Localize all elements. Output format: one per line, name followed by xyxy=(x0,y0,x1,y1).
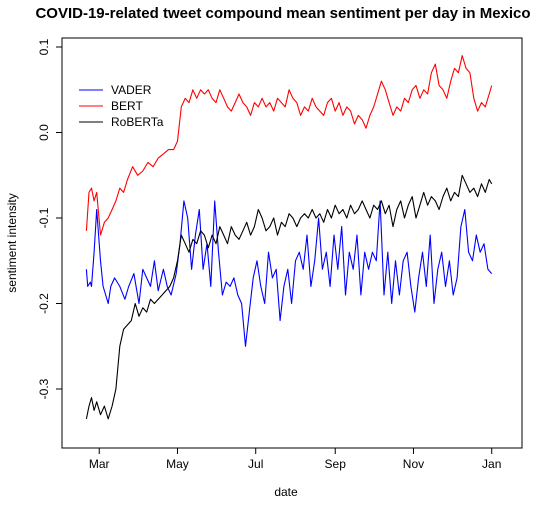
legend-label: VADER xyxy=(111,83,152,97)
y-tick-label: 0.0 xyxy=(37,124,51,141)
x-axis: Mar May Jul Sep Nov Jan xyxy=(89,448,501,471)
y-tick-label: -0.1 xyxy=(37,207,51,228)
plot-frame xyxy=(61,37,523,449)
series-line-bert xyxy=(85,55,493,236)
y-axis: -0.3 -0.2 -0.1 0.0 0.1 xyxy=(37,38,62,399)
x-tick-label: Jan xyxy=(482,457,501,471)
x-tick-label: Nov xyxy=(403,457,424,471)
x-tick-label: Mar xyxy=(89,457,110,471)
legend-label: BERT xyxy=(111,99,143,113)
y-axis-label: sentiment intensity xyxy=(5,193,19,292)
x-tick-label: Jul xyxy=(248,457,263,471)
legend-label: RoBERTa xyxy=(111,115,164,129)
x-tick-label: May xyxy=(166,457,189,471)
series-line-vader xyxy=(85,200,493,347)
legend: VADER BERT RoBERTa xyxy=(79,83,164,129)
series-layer xyxy=(85,55,493,420)
y-tick-label: 0.1 xyxy=(37,38,51,55)
y-tick-label: -0.2 xyxy=(37,293,51,314)
x-tick-label: Sep xyxy=(325,457,347,471)
y-tick-label: -0.3 xyxy=(37,378,51,399)
x-axis-label: date xyxy=(274,485,298,499)
chart-title: COVID-19-related tweet compound mean sen… xyxy=(35,5,530,22)
series-line-roberta xyxy=(85,174,493,420)
